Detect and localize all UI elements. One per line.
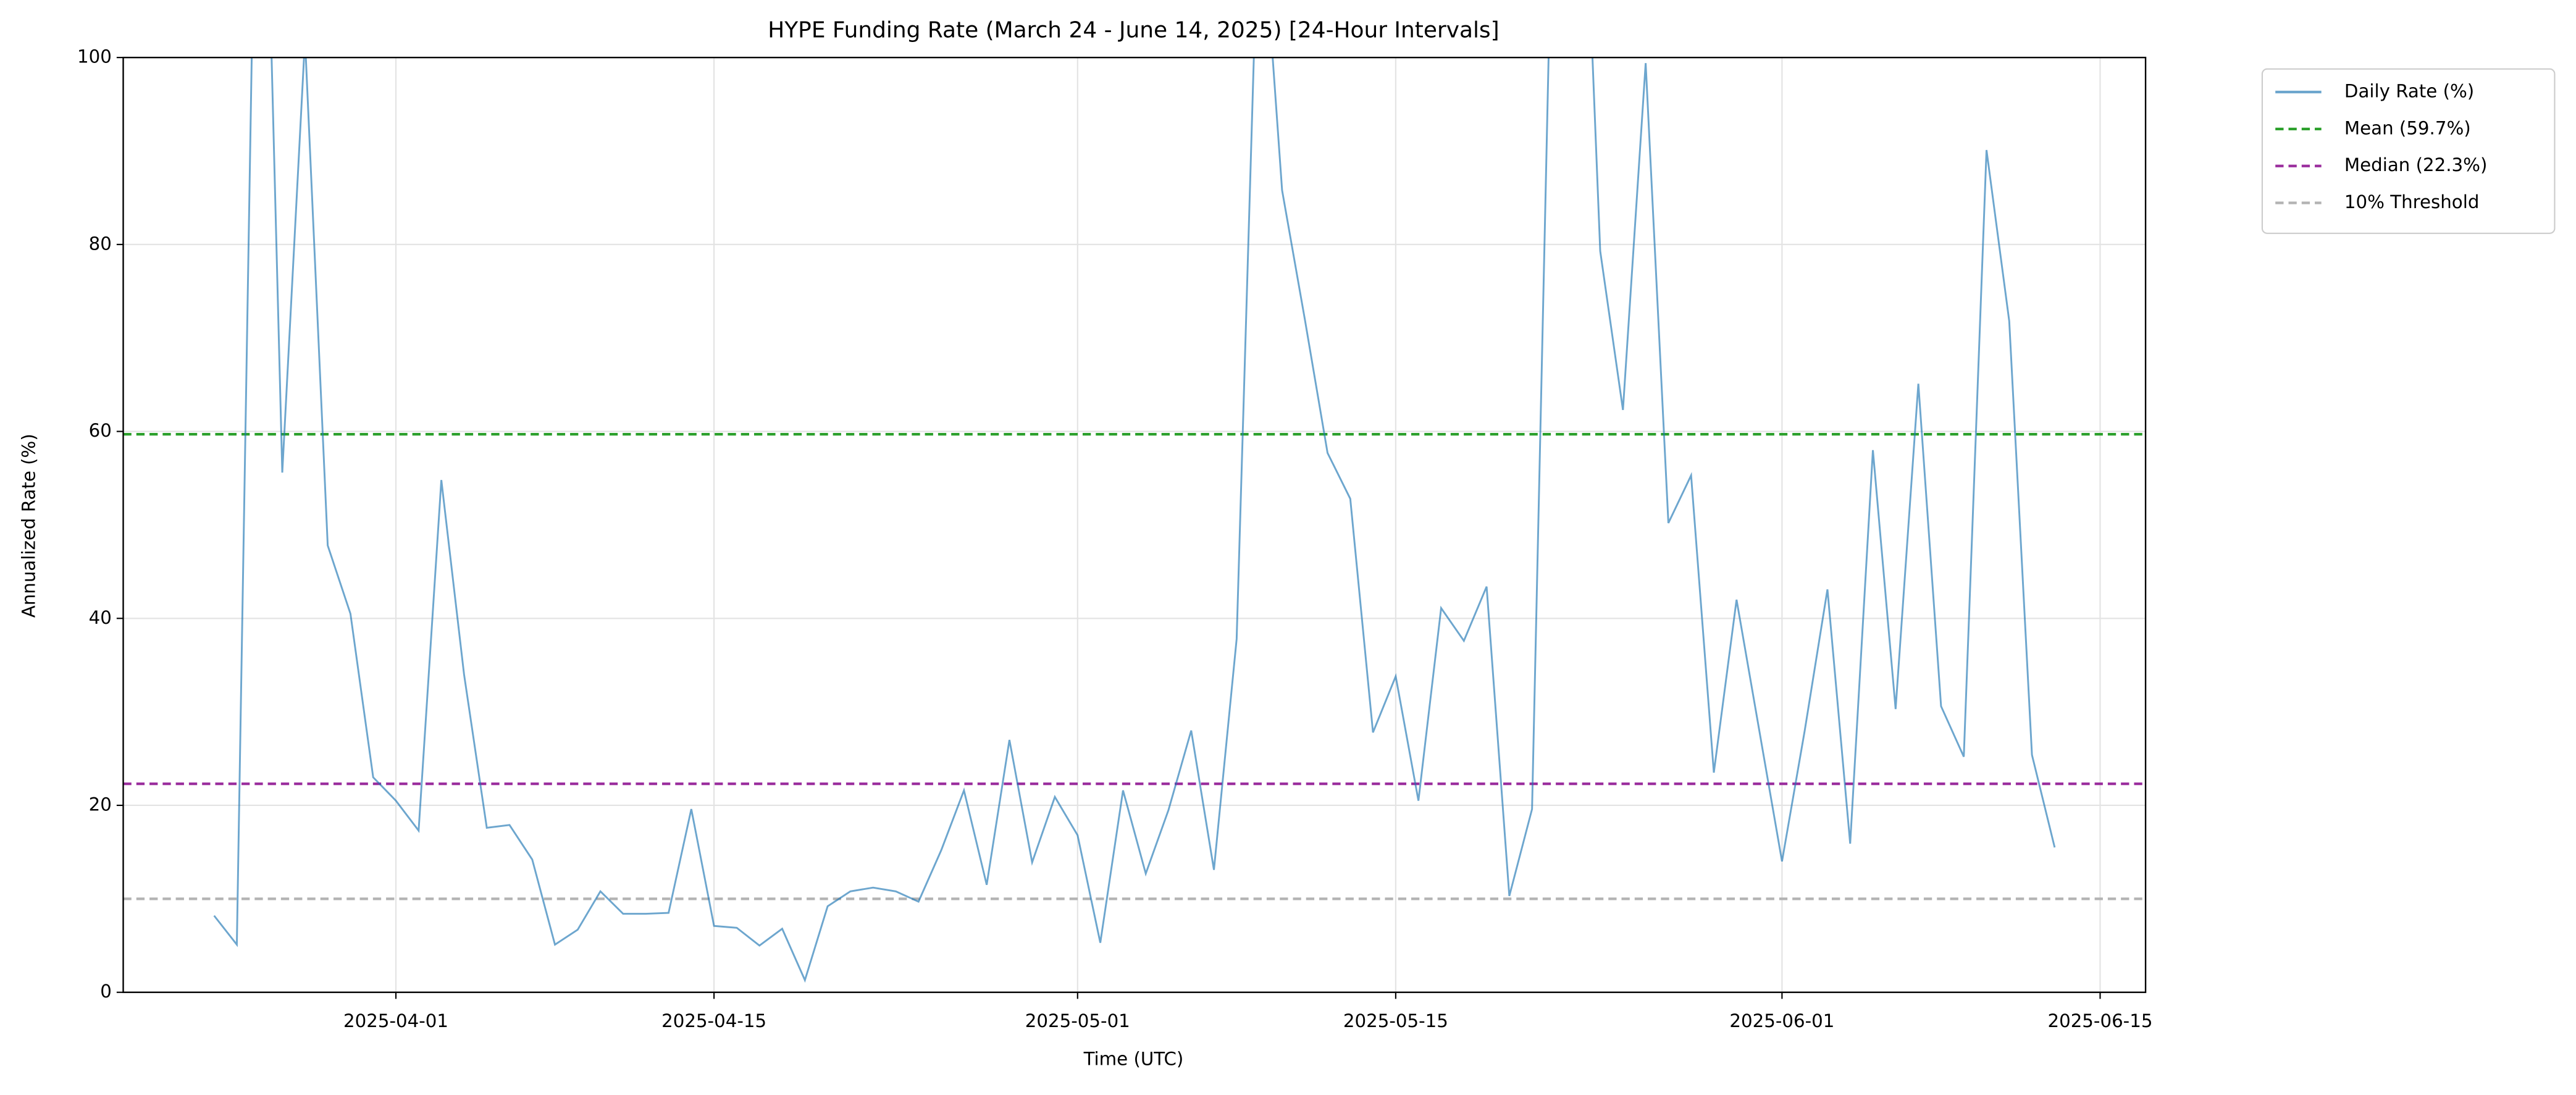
y-tick-label: 60: [89, 420, 112, 441]
x-tick-label: 2025-05-01: [1025, 1010, 1130, 1031]
grid: [123, 57, 2146, 993]
legend: Daily Rate (%) Mean (59.7%) Median (22.3%)…: [2261, 68, 2556, 234]
legend-box: [2261, 68, 2556, 234]
legend-label: Median (22.3%): [2344, 154, 2487, 175]
x-tick-label: 2025-04-01: [343, 1010, 448, 1031]
legend-label: 10% Threshold: [2344, 191, 2479, 212]
legend-label: Mean (59.7%): [2344, 117, 2471, 138]
plot-area: [123, 57, 2146, 983]
y-tick-label: 100: [77, 46, 112, 67]
y-tick-label: 40: [89, 607, 112, 628]
x-axis-label: Time (UTC): [1083, 1048, 1184, 1069]
x-tick-label: 2025-06-01: [1729, 1010, 1834, 1031]
y-tick-label: 0: [100, 981, 112, 1002]
chart-title: HYPE Funding Rate (March 24 - June 14, 2…: [768, 18, 1499, 43]
y-tick-label: 20: [89, 794, 112, 815]
y-axis-label: Annualized Rate (%): [18, 434, 39, 618]
legend-label: Daily Rate (%): [2344, 80, 2474, 101]
x-tick-label: 2025-05-15: [1343, 1010, 1448, 1031]
x-tick-label: 2025-04-15: [661, 1010, 766, 1031]
y-tick-label: 80: [89, 233, 112, 254]
x-tick-label: 2025-06-15: [2047, 1010, 2152, 1031]
axes-frame: [122, 56, 2147, 993]
data-line: [213, 57, 2056, 983]
